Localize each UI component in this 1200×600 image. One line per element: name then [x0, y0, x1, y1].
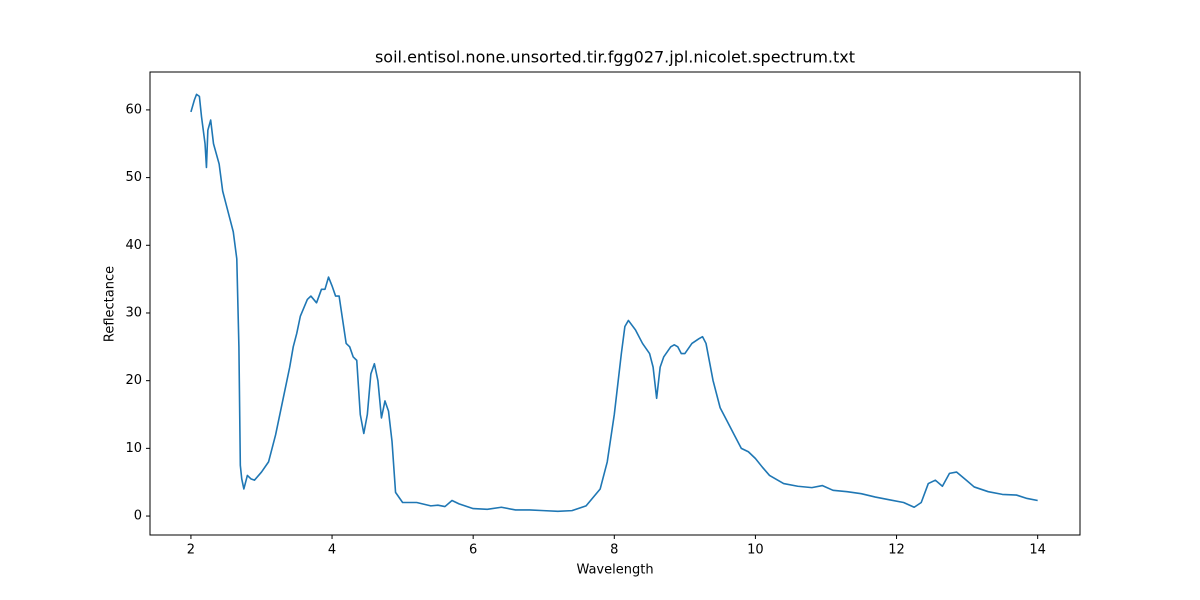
x-tick-label: 14: [1029, 543, 1046, 558]
x-tick-label: 2: [187, 543, 195, 558]
y-tick-label: 10: [125, 441, 142, 456]
plot-frame: [149, 71, 1081, 536]
x-tick-label: 4: [328, 543, 336, 558]
data-line: [190, 93, 1038, 513]
x-tick-label: 12: [888, 543, 905, 558]
y-tick-label: 50: [125, 170, 142, 185]
x-axis-label: Wavelength: [576, 563, 653, 578]
y-axis-label: Reflectance: [103, 266, 118, 342]
x-tick-label: 6: [469, 543, 477, 558]
x-tick-label: 10: [747, 543, 764, 558]
y-tick-label: 60: [125, 102, 142, 117]
y-tick-label: 0: [134, 509, 142, 524]
chart-title: soil.entisol.none.unsorted.tir.fgg027.jp…: [375, 48, 855, 67]
y-tick-label: 30: [125, 305, 142, 320]
y-tick-label: 40: [125, 238, 142, 253]
y-tick-label: 20: [125, 373, 142, 388]
x-tick-label: 8: [610, 543, 618, 558]
